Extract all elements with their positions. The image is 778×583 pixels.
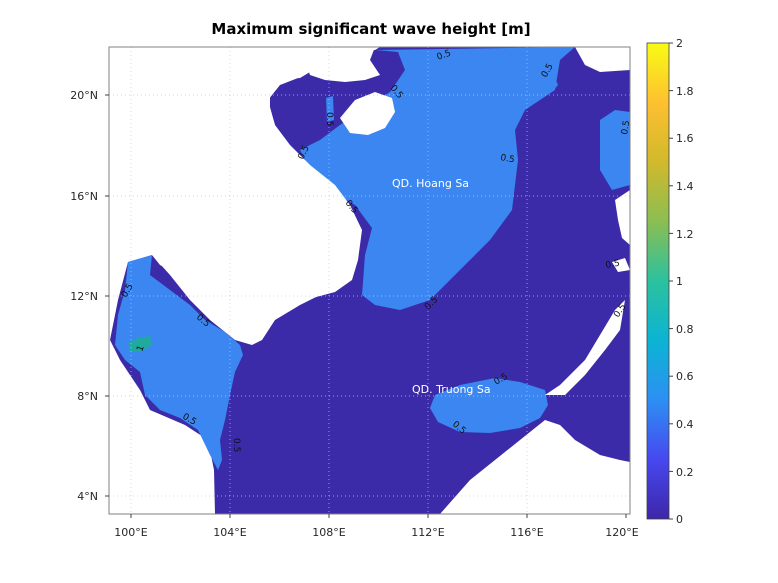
colorbar-tick-label: 0.4 (676, 418, 694, 431)
colorbar-tick-label: 1.6 (676, 132, 694, 145)
y-tick-label: 4°N (77, 490, 98, 503)
colorbar-tick-label: 2 (676, 37, 683, 50)
sea-mid-wave-patch-east (600, 110, 630, 190)
contour-label: 1 (135, 344, 146, 353)
colorbar: 2 1.8 1.6 1.4 1.2 1 0.8 0.6 0.4 0.2 0 (646, 37, 694, 526)
y-axis: 20°N 16°N 12°N 8°N 4°N (70, 89, 98, 503)
contour-label: 0.5 (324, 112, 334, 126)
colorbar-tick-label: 1 (676, 275, 683, 288)
sea-mid-wave-region-gulf (115, 255, 243, 470)
land-indochina (109, 47, 362, 340)
y-tick-label: 16°N (70, 190, 98, 203)
map-grid (109, 47, 630, 514)
colorbar-tick-label: 1.4 (676, 180, 694, 193)
land-hainan (340, 92, 395, 135)
x-tick-label: 116°E (510, 526, 543, 539)
colorbar-tick-label: 0 (676, 513, 683, 526)
colorbar-tick-label: 0.6 (676, 370, 694, 383)
y-tick-label: 12°N (70, 290, 98, 303)
region-label-hoang-sa: QD. Hoang Sa (392, 177, 469, 190)
contour-label: 0.5 (605, 259, 621, 271)
colorbar-gradient (646, 42, 670, 520)
region-label-truong-sa: QD. Truong Sa (412, 383, 491, 396)
colorbar-tick-label: 0.2 (676, 466, 694, 479)
sea-high-wave-patch (128, 336, 152, 352)
land-palawan (545, 300, 625, 395)
land-china-coast (300, 47, 380, 82)
sea-mid-wave-patch-ne (540, 70, 558, 92)
y-tick-label: 8°N (77, 390, 98, 403)
x-axis: 100°E 104°E 108°E 112°E 116°E 120°E (114, 526, 638, 539)
contour-label: 0.5 (231, 438, 241, 452)
contour-label: 0.5 (499, 153, 515, 165)
sea-mid-wave-patch-w (326, 96, 334, 122)
x-tick-label: 112°E (411, 526, 444, 539)
colorbar-tick-label: 1.8 (676, 85, 694, 98)
contour-label: 0.5 (620, 120, 632, 136)
contour-label: 0.5 (436, 49, 453, 63)
colorbar-tick-label: 0.8 (676, 323, 694, 336)
land-borneo (440, 420, 630, 514)
y-tick-label: 20°N (70, 89, 98, 102)
land-luzon (615, 190, 630, 245)
land-malay-peninsula (109, 360, 212, 514)
land-taiwan (575, 47, 630, 72)
colorbar-tick-label: 1.2 (676, 228, 694, 241)
map-title: Maximum significant wave height [m] (211, 20, 530, 38)
x-tick-label: 100°E (114, 526, 147, 539)
x-tick-label: 120°E (605, 526, 638, 539)
map-border (108, 46, 631, 515)
x-tick-label: 108°E (312, 526, 345, 539)
map-plot-area (105, 46, 631, 518)
land-mindoro (612, 258, 630, 272)
sea-mid-wave-region-truong-sa (430, 378, 548, 433)
x-tick-label: 104°E (213, 526, 246, 539)
